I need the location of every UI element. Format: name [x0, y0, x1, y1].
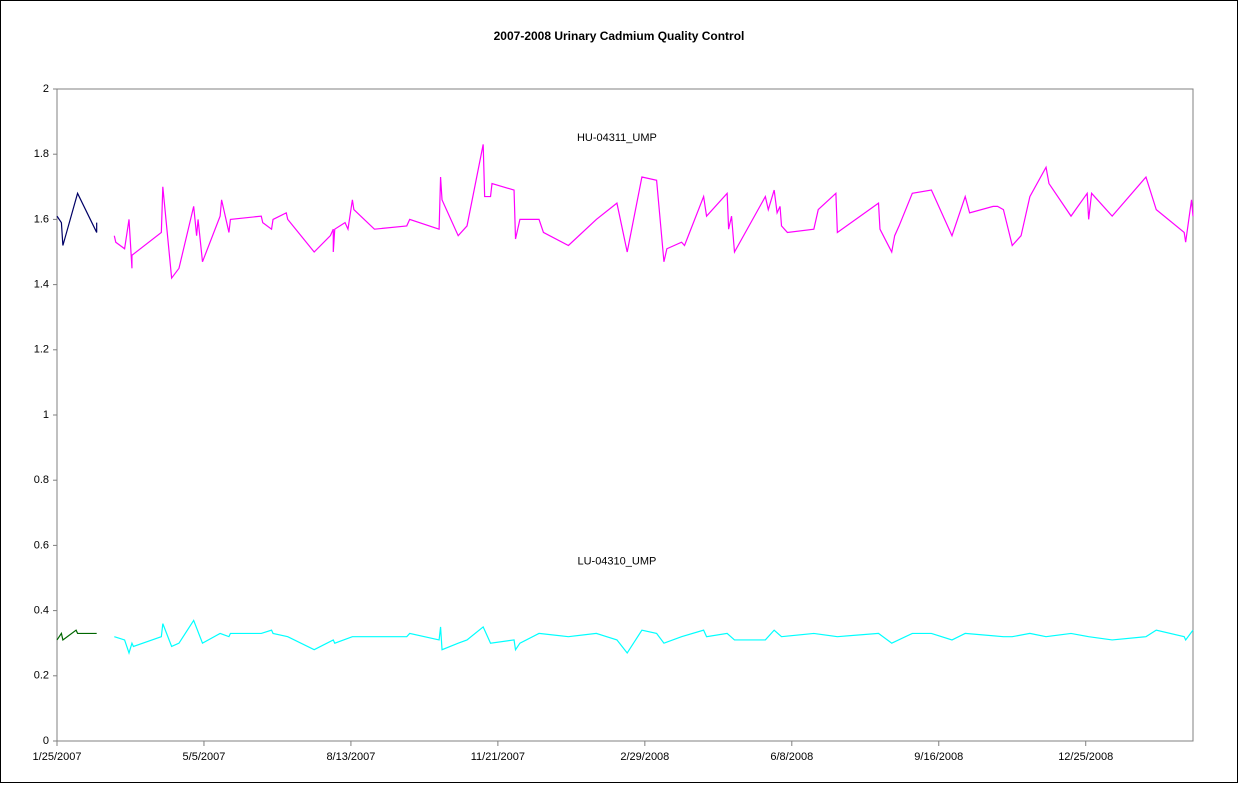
- series-line: [113, 144, 1194, 280]
- series-line: [56, 629, 97, 641]
- x-tick-label: 6/8/2008: [770, 751, 813, 763]
- x-tick-label: 8/13/2007: [326, 751, 375, 763]
- y-tick-label: 0.2: [34, 670, 49, 682]
- x-tick-label: 2/29/2008: [620, 751, 669, 763]
- y-tick-label: 1: [43, 409, 49, 421]
- y-tick-label: 1.6: [34, 213, 49, 225]
- x-tick-label: 1/25/2007: [33, 751, 82, 763]
- annotation: HU-04311_UMP: [577, 132, 657, 144]
- x-tick-label: 12/25/2008: [1058, 751, 1113, 763]
- x-tick-label: 5/5/2007: [183, 751, 226, 763]
- y-tick-label: 1.2: [34, 344, 49, 356]
- y-tick-label: 1.4: [34, 279, 49, 291]
- chart-title: 2007-2008 Urinary Cadmium Quality Contro…: [494, 29, 745, 43]
- y-tick-label: 1.8: [34, 148, 49, 160]
- y-tick-label: 2: [43, 83, 49, 95]
- y-tick-label: 0: [43, 735, 49, 747]
- y-tick-label: 0.4: [34, 605, 49, 617]
- series-line: [114, 619, 1194, 655]
- y-tick-label: 0.8: [34, 474, 49, 486]
- annotation: LU-04310_UMP: [577, 556, 656, 568]
- x-tick-label: 9/16/2008: [914, 751, 963, 763]
- series-line: [56, 191, 98, 246]
- y-tick-label: 0.6: [34, 539, 49, 551]
- x-tick-label: 11/21/2007: [471, 751, 525, 763]
